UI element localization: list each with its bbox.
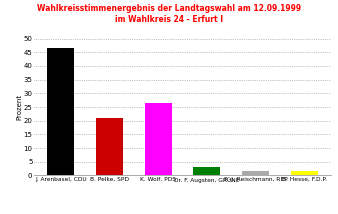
Bar [193, 167, 220, 175]
Bar [145, 103, 172, 175]
Bar [242, 171, 269, 175]
Text: Wahlkreisstimmenergebnis der Landtagswahl am 12.09.1999
im Wahlkreis 24 - Erfurt: Wahlkreisstimmenergebnis der Landtagswah… [37, 4, 301, 24]
Y-axis label: Prozent: Prozent [16, 94, 22, 120]
Bar [96, 118, 123, 175]
Bar [291, 171, 318, 175]
Bar [47, 48, 74, 175]
